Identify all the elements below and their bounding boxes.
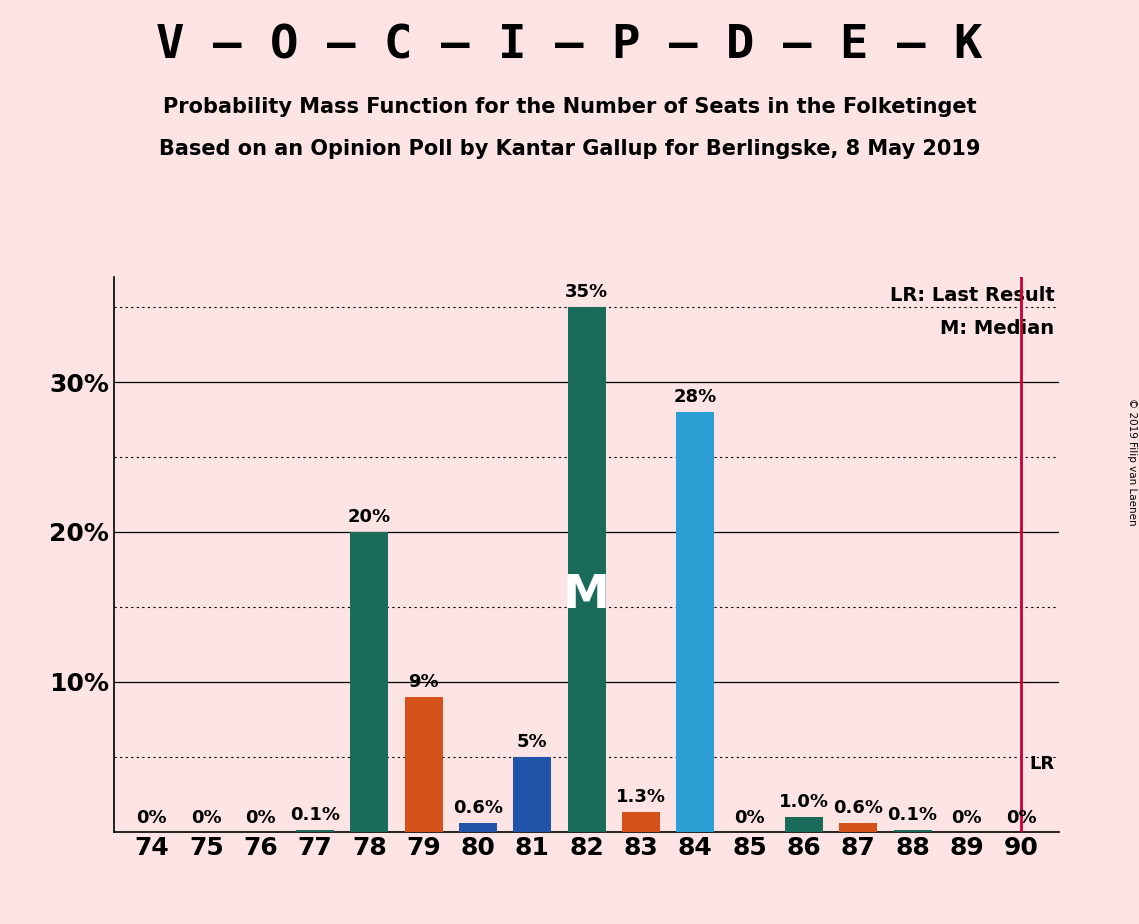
Text: 5%: 5% xyxy=(517,733,548,750)
Text: 20%: 20% xyxy=(347,508,391,526)
Text: 0.6%: 0.6% xyxy=(834,798,883,817)
Text: 35%: 35% xyxy=(565,283,608,301)
Bar xyxy=(514,757,551,832)
Bar xyxy=(785,817,823,832)
Bar xyxy=(351,532,388,832)
Text: Probability Mass Function for the Number of Seats in the Folketinget: Probability Mass Function for the Number… xyxy=(163,97,976,117)
Text: 0%: 0% xyxy=(191,809,222,827)
Text: V – O – C – I – P – D – E – K: V – O – C – I – P – D – E – K xyxy=(156,23,983,68)
Text: M: M xyxy=(563,573,611,618)
Text: 1.0%: 1.0% xyxy=(779,793,829,810)
Bar xyxy=(839,822,877,832)
Bar xyxy=(622,812,659,832)
Text: LR: Last Result: LR: Last Result xyxy=(890,286,1055,305)
Text: 9%: 9% xyxy=(408,673,439,691)
Text: 0%: 0% xyxy=(951,809,982,827)
Text: 1.3%: 1.3% xyxy=(616,788,666,806)
Bar xyxy=(296,830,334,832)
Text: 0.6%: 0.6% xyxy=(453,798,503,817)
Text: M: Median: M: Median xyxy=(941,319,1055,338)
Bar xyxy=(894,830,932,832)
Bar xyxy=(567,307,606,832)
Text: 0%: 0% xyxy=(137,809,167,827)
Text: 0.1%: 0.1% xyxy=(887,806,937,824)
Text: 0.1%: 0.1% xyxy=(290,806,339,824)
Text: 0%: 0% xyxy=(1006,809,1036,827)
Text: 0%: 0% xyxy=(245,809,276,827)
Bar xyxy=(459,822,497,832)
Text: 28%: 28% xyxy=(673,388,716,406)
Bar xyxy=(677,412,714,832)
Text: © 2019 Filip van Laenen: © 2019 Filip van Laenen xyxy=(1126,398,1137,526)
Text: 0%: 0% xyxy=(735,809,765,827)
Text: Based on an Opinion Poll by Kantar Gallup for Berlingske, 8 May 2019: Based on an Opinion Poll by Kantar Gallu… xyxy=(158,139,981,159)
Text: LR: LR xyxy=(1030,755,1055,773)
Bar xyxy=(404,697,443,832)
